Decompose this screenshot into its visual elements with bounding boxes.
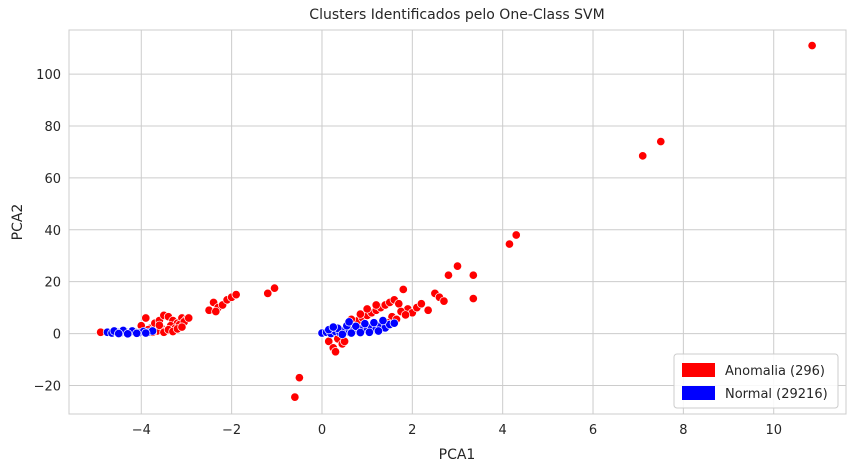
y-tick-label: 60 (44, 172, 61, 187)
legend-label-normal: Normal (29216) (725, 387, 828, 402)
x-axis-label: PCA1 (439, 447, 476, 463)
normal-point (389, 318, 399, 328)
normal-point (360, 319, 370, 329)
anomalia-point (330, 347, 341, 357)
y-tick-label: −20 (34, 379, 61, 394)
anomalia-point (394, 299, 404, 309)
x-tick-label: 0 (318, 423, 326, 438)
anomalia-point (468, 270, 478, 280)
anomalia-point (231, 290, 241, 300)
chart-title: Clusters Identificados pelo One-Class SV… (309, 7, 604, 23)
anomalia-point (511, 230, 521, 240)
x-tick-label: 4 (499, 423, 507, 438)
anomalia-point (468, 293, 478, 304)
plot-area (68, 29, 847, 415)
anomalia-point (452, 261, 463, 271)
normal-point (132, 328, 142, 338)
anomalia-point (504, 239, 515, 249)
anomalia-point (638, 151, 648, 161)
x-tick-label: 8 (679, 423, 687, 438)
normal-point (123, 329, 133, 339)
grid-lines (69, 30, 846, 414)
normal-point (141, 328, 151, 338)
anomalia-point (294, 373, 304, 383)
anomalia-point (807, 41, 817, 51)
anomalia-point (355, 309, 365, 319)
y-tick-label: 20 (44, 276, 61, 291)
legend-swatch-normal (682, 386, 715, 400)
x-tick-label: 6 (589, 423, 597, 438)
anomalia-point (400, 310, 411, 320)
legend: Anomalia (296) Normal (29216) (673, 353, 839, 409)
anomalia-point (443, 270, 454, 280)
x-tick-label: 10 (765, 423, 782, 438)
anomalia-point (269, 283, 280, 293)
x-tick-label: −4 (132, 423, 151, 438)
y-tick-label: 40 (44, 224, 61, 239)
normal-point (346, 328, 356, 338)
y-tick-label: 80 (44, 120, 61, 135)
normal-point (328, 322, 338, 332)
anomalia-point (211, 306, 221, 317)
anomalia-point (416, 299, 426, 309)
anomalia-point (423, 305, 433, 315)
anomalia-point (290, 392, 300, 402)
anomalia-point (154, 320, 164, 330)
normal-point (344, 317, 354, 327)
anomalia-point (656, 137, 666, 147)
anomalia-point (263, 288, 273, 298)
anomalia-point (398, 284, 408, 295)
normal-point (364, 327, 374, 337)
x-tick-label: −2 (222, 423, 241, 438)
normal-point (114, 329, 124, 339)
y-tick-label: 0 (53, 328, 61, 343)
anomalia-point (362, 304, 372, 314)
x-tick-label: 2 (408, 423, 416, 438)
normal-point (355, 327, 365, 338)
anomalia-point (177, 322, 187, 332)
legend-label-anomalia: Anomalia (296) (725, 364, 825, 379)
normal-point (373, 326, 383, 336)
anomalia-point (371, 300, 381, 310)
normal-point (378, 316, 388, 326)
anomalia-point (141, 313, 151, 323)
normal-point (337, 329, 347, 339)
anomalia-point (439, 296, 449, 306)
y-tick-label: 100 (36, 68, 61, 83)
y-axis-label: PCA2 (10, 204, 26, 241)
anomalia-point (184, 313, 194, 323)
legend-swatch-anomalia (682, 363, 715, 377)
normal-point (369, 318, 379, 328)
normal-point (351, 321, 361, 331)
data-points (96, 41, 817, 402)
